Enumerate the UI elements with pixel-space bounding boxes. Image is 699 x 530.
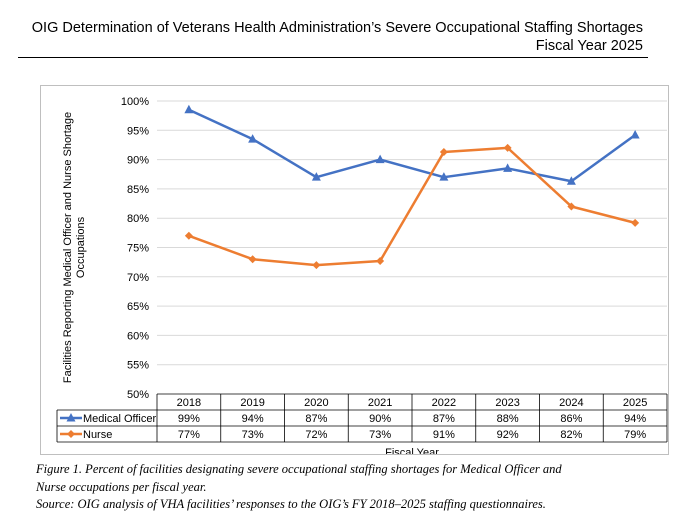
data-point-diamond: [248, 255, 257, 264]
legend-label: Nurse: [83, 429, 112, 441]
data-label: 82%: [560, 429, 582, 441]
y-tick-label: 75%: [127, 243, 149, 255]
y-tick-label: 80%: [127, 213, 149, 225]
series-line-medical-officer: [188, 108, 636, 183]
data-label: 99%: [178, 413, 200, 425]
data-point-triangle: [184, 104, 194, 114]
diamond-icon: [67, 430, 75, 438]
y-tick-label: 100%: [121, 96, 149, 108]
data-label: 94%: [624, 413, 646, 425]
data-label: 90%: [369, 413, 391, 425]
x-tick-label: 2020: [304, 397, 328, 409]
x-tick-label: 2022: [432, 397, 456, 409]
data-point-diamond: [503, 143, 512, 152]
data-label: 87%: [433, 413, 455, 425]
data-point-triangle: [630, 129, 640, 139]
data-point-triangle: [503, 163, 513, 172]
data-point-triangle: [311, 172, 321, 181]
data-label: 92%: [497, 429, 519, 441]
data-label: 79%: [624, 429, 646, 441]
data-point-diamond: [567, 202, 576, 211]
data-point-diamond: [631, 218, 640, 227]
y-tick-label: 50%: [127, 389, 149, 401]
y-tick-label: 90%: [127, 155, 149, 167]
data-label: 87%: [305, 413, 327, 425]
data-label: 88%: [497, 413, 519, 425]
page-header: OIG Determination of Veterans Health Adm…: [32, 19, 643, 55]
data-label: 77%: [178, 429, 200, 441]
data-label: 73%: [369, 429, 391, 441]
y-tick-label: 65%: [127, 301, 149, 313]
y-tick-label: 95%: [127, 125, 149, 137]
data-label: 73%: [242, 429, 264, 441]
chart-frame: 100% 95% 90% 85% 80% 75% 70% 65% 60% 55% 50% Facili…: [40, 85, 669, 455]
x-tick-label: 2023: [495, 397, 519, 409]
caption-line1: Figure 1. Percent of facilities designat…: [36, 462, 562, 476]
legend-label: Medical Officer: [83, 413, 156, 425]
triangle-icon: [66, 413, 76, 422]
data-point-diamond: [439, 147, 448, 156]
x-axis-title: Fiscal Year: [385, 447, 439, 454]
header-title-line2: Fiscal Year 2025: [535, 38, 643, 54]
header-divider: [18, 57, 648, 58]
y-tick-label: 70%: [127, 272, 149, 284]
data-label: 91%: [433, 429, 455, 441]
caption-source: Source: OIG analysis of VHA facilities’ …: [36, 497, 546, 511]
data-label: 94%: [242, 413, 264, 425]
data-point-triangle: [375, 154, 385, 164]
line-chart: 100% 95% 90% 85% 80% 75% 70% 65% 60% 55% 50% Facili…: [56, 96, 668, 454]
series-line-nurse: [188, 146, 636, 267]
y-axis-title: Facilities Reporting Medical Officer and…: [62, 112, 74, 383]
header-title-line1: OIG Determination of Veterans Health Adm…: [31, 20, 643, 36]
data-label: 86%: [560, 413, 582, 425]
x-tick-label: 2024: [559, 397, 583, 409]
data-point-triangle: [248, 134, 258, 143]
x-tick-label: 2019: [240, 397, 264, 409]
data-point-triangle: [439, 172, 449, 181]
data-label: 72%: [305, 429, 327, 441]
y-axis-title: Occupations: [75, 216, 87, 278]
x-tick-label: 2025: [623, 397, 647, 409]
data-point-diamond: [376, 256, 385, 265]
y-tick-label: 55%: [127, 360, 149, 372]
y-tick-label: 85%: [127, 184, 149, 196]
x-tick-label: 2018: [177, 397, 201, 409]
data-point-diamond: [312, 261, 321, 270]
figure-caption: Figure 1. Percent of facilities designat…: [36, 461, 676, 514]
x-tick-label: 2021: [368, 397, 392, 409]
data-point-triangle: [566, 176, 576, 185]
data-point-diamond: [184, 231, 193, 240]
caption-line2: Nurse occupations per fiscal year.: [36, 479, 207, 494]
y-tick-label: 60%: [127, 330, 149, 342]
